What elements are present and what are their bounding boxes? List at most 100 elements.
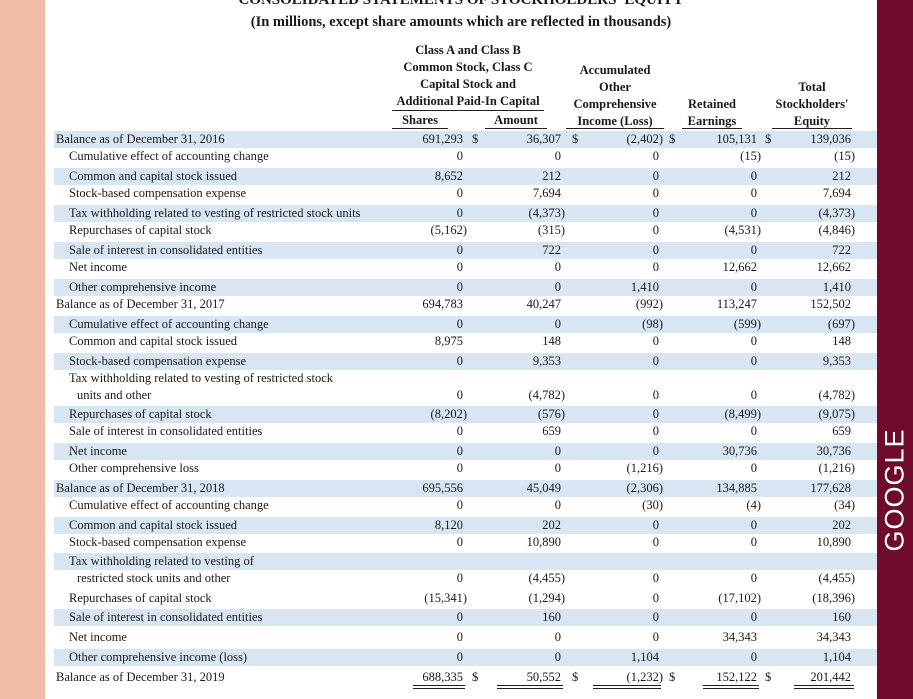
row-label: Cumulative effect of accounting change bbox=[69, 498, 269, 512]
header-common-stock-line: Additional Paid-In Capital bbox=[396, 94, 540, 108]
row-highlight bbox=[54, 649, 877, 666]
currency-symbol: $ bbox=[572, 670, 579, 684]
cell-value: 0 bbox=[652, 535, 659, 549]
cell-value: 12,662 bbox=[816, 260, 851, 274]
cell-value: 148 bbox=[832, 334, 851, 348]
cell-value: 34,343 bbox=[816, 630, 851, 644]
cell-value: 0 bbox=[456, 243, 463, 257]
header-aoci-line: Comprehensive bbox=[573, 97, 657, 111]
statement-title: CONSOLIDATED STATEMENTS OF STOCKHOLDERS'… bbox=[238, 0, 684, 8]
cell-value: 0 bbox=[456, 444, 463, 458]
cell-value: 212 bbox=[542, 169, 561, 183]
cell-value: 10,890 bbox=[816, 535, 851, 549]
header-total-line: Equity bbox=[793, 114, 831, 128]
cell-value: 160 bbox=[542, 610, 561, 624]
cell-value: (4,455) bbox=[818, 571, 855, 585]
cell-value: 0 bbox=[554, 280, 561, 294]
cell-value: 0 bbox=[554, 461, 561, 475]
row-label: Repurchases of capital stock bbox=[69, 223, 212, 237]
cell-value: (599) bbox=[733, 317, 761, 331]
row-highlight bbox=[54, 316, 877, 333]
cell-value: 0 bbox=[554, 630, 561, 644]
cell-value: 0 bbox=[456, 206, 463, 220]
cell-value: 9,353 bbox=[822, 354, 851, 368]
cell-value: 0 bbox=[652, 407, 659, 421]
statement-sheet: CONSOLIDATED STATEMENTS OF STOCKHOLDERS'… bbox=[45, 0, 877, 699]
currency-symbol: $ bbox=[669, 132, 676, 146]
cell-value: 134,885 bbox=[716, 481, 757, 495]
side-band bbox=[877, 0, 913, 699]
cell-value: 0 bbox=[456, 535, 463, 549]
cell-value: 177,628 bbox=[810, 481, 851, 495]
cell-value: 0 bbox=[652, 243, 659, 257]
cell-value: (992) bbox=[635, 297, 663, 311]
cell-value: 0 bbox=[750, 388, 757, 402]
cell-value: 0 bbox=[750, 650, 757, 664]
cell-value: 1,410 bbox=[822, 280, 851, 294]
cell-value: 0 bbox=[750, 354, 757, 368]
cell-value: 0 bbox=[652, 424, 659, 438]
cell-value: (5,162) bbox=[430, 223, 467, 237]
cell-value: (4,455) bbox=[528, 571, 565, 585]
cell-value: (315) bbox=[537, 223, 565, 237]
row-label: Tax withholding related to vesting of re… bbox=[69, 206, 361, 220]
cell-value: 0 bbox=[750, 243, 757, 257]
row-label-continued: restricted stock units and other bbox=[77, 571, 231, 585]
cell-value: 0 bbox=[456, 610, 463, 624]
cell-value: 45,049 bbox=[526, 481, 561, 495]
cell-value: (9,075) bbox=[818, 407, 855, 421]
cell-value: 160 bbox=[832, 610, 851, 624]
cell-value: (15) bbox=[740, 149, 761, 163]
row-highlight bbox=[54, 242, 877, 259]
cell-value: 659 bbox=[542, 424, 561, 438]
row-label: Common and capital stock issued bbox=[69, 518, 238, 532]
cell-value: 30,736 bbox=[816, 444, 851, 458]
row-label: Balance as of December 31, 2016 bbox=[56, 132, 225, 146]
cell-value: 0 bbox=[750, 206, 757, 220]
cell-value: 0 bbox=[456, 424, 463, 438]
cell-value: 8,652 bbox=[434, 169, 463, 183]
header-common-stock-line: Common Stock, Class C bbox=[403, 60, 533, 74]
cell-value: 0 bbox=[456, 630, 463, 644]
row-highlight bbox=[54, 609, 877, 626]
cell-value: 0 bbox=[554, 650, 561, 664]
cell-value: (4,846) bbox=[818, 223, 855, 237]
cell-value: 113,247 bbox=[716, 297, 757, 311]
row-label: Net income bbox=[69, 444, 127, 458]
cell-value: 0 bbox=[652, 149, 659, 163]
cell-value: 7,694 bbox=[532, 186, 561, 200]
cell-value: 50,552 bbox=[526, 670, 561, 684]
cell-value: 0 bbox=[652, 630, 659, 644]
cell-value: 0 bbox=[554, 149, 561, 163]
cell-value: 0 bbox=[750, 518, 757, 532]
currency-symbol: $ bbox=[765, 670, 772, 684]
cell-value: 8,120 bbox=[434, 518, 463, 532]
cell-value: 0 bbox=[554, 317, 561, 331]
cell-value: (1,216) bbox=[818, 461, 855, 475]
currency-symbol: $ bbox=[472, 132, 479, 146]
row-label: Balance as of December 31, 2018 bbox=[56, 481, 225, 495]
cell-value: 0 bbox=[652, 186, 659, 200]
cell-value: 0 bbox=[456, 498, 463, 512]
cell-value: 0 bbox=[750, 334, 757, 348]
cell-value: 0 bbox=[652, 571, 659, 585]
cell-value: 0 bbox=[554, 444, 561, 458]
cell-value: 0 bbox=[750, 424, 757, 438]
cell-value: (4) bbox=[746, 498, 761, 512]
cell-value: 0 bbox=[456, 317, 463, 331]
cell-value: 0 bbox=[456, 186, 463, 200]
cell-value: 0 bbox=[652, 591, 659, 605]
cell-value: (1,232) bbox=[626, 670, 663, 684]
row-label: Repurchases of capital stock bbox=[69, 407, 212, 421]
cell-value: 0 bbox=[652, 223, 659, 237]
row-highlight bbox=[54, 443, 877, 460]
row-highlight bbox=[54, 168, 877, 185]
cell-value: 0 bbox=[456, 388, 463, 402]
cell-value: (8,202) bbox=[430, 407, 467, 421]
cell-value: 688,335 bbox=[422, 670, 463, 684]
cell-value: 0 bbox=[750, 571, 757, 585]
cell-value: 36,307 bbox=[526, 132, 561, 146]
cell-value: 659 bbox=[832, 424, 851, 438]
row-highlight bbox=[54, 205, 877, 222]
total-double-underline bbox=[593, 685, 661, 686]
